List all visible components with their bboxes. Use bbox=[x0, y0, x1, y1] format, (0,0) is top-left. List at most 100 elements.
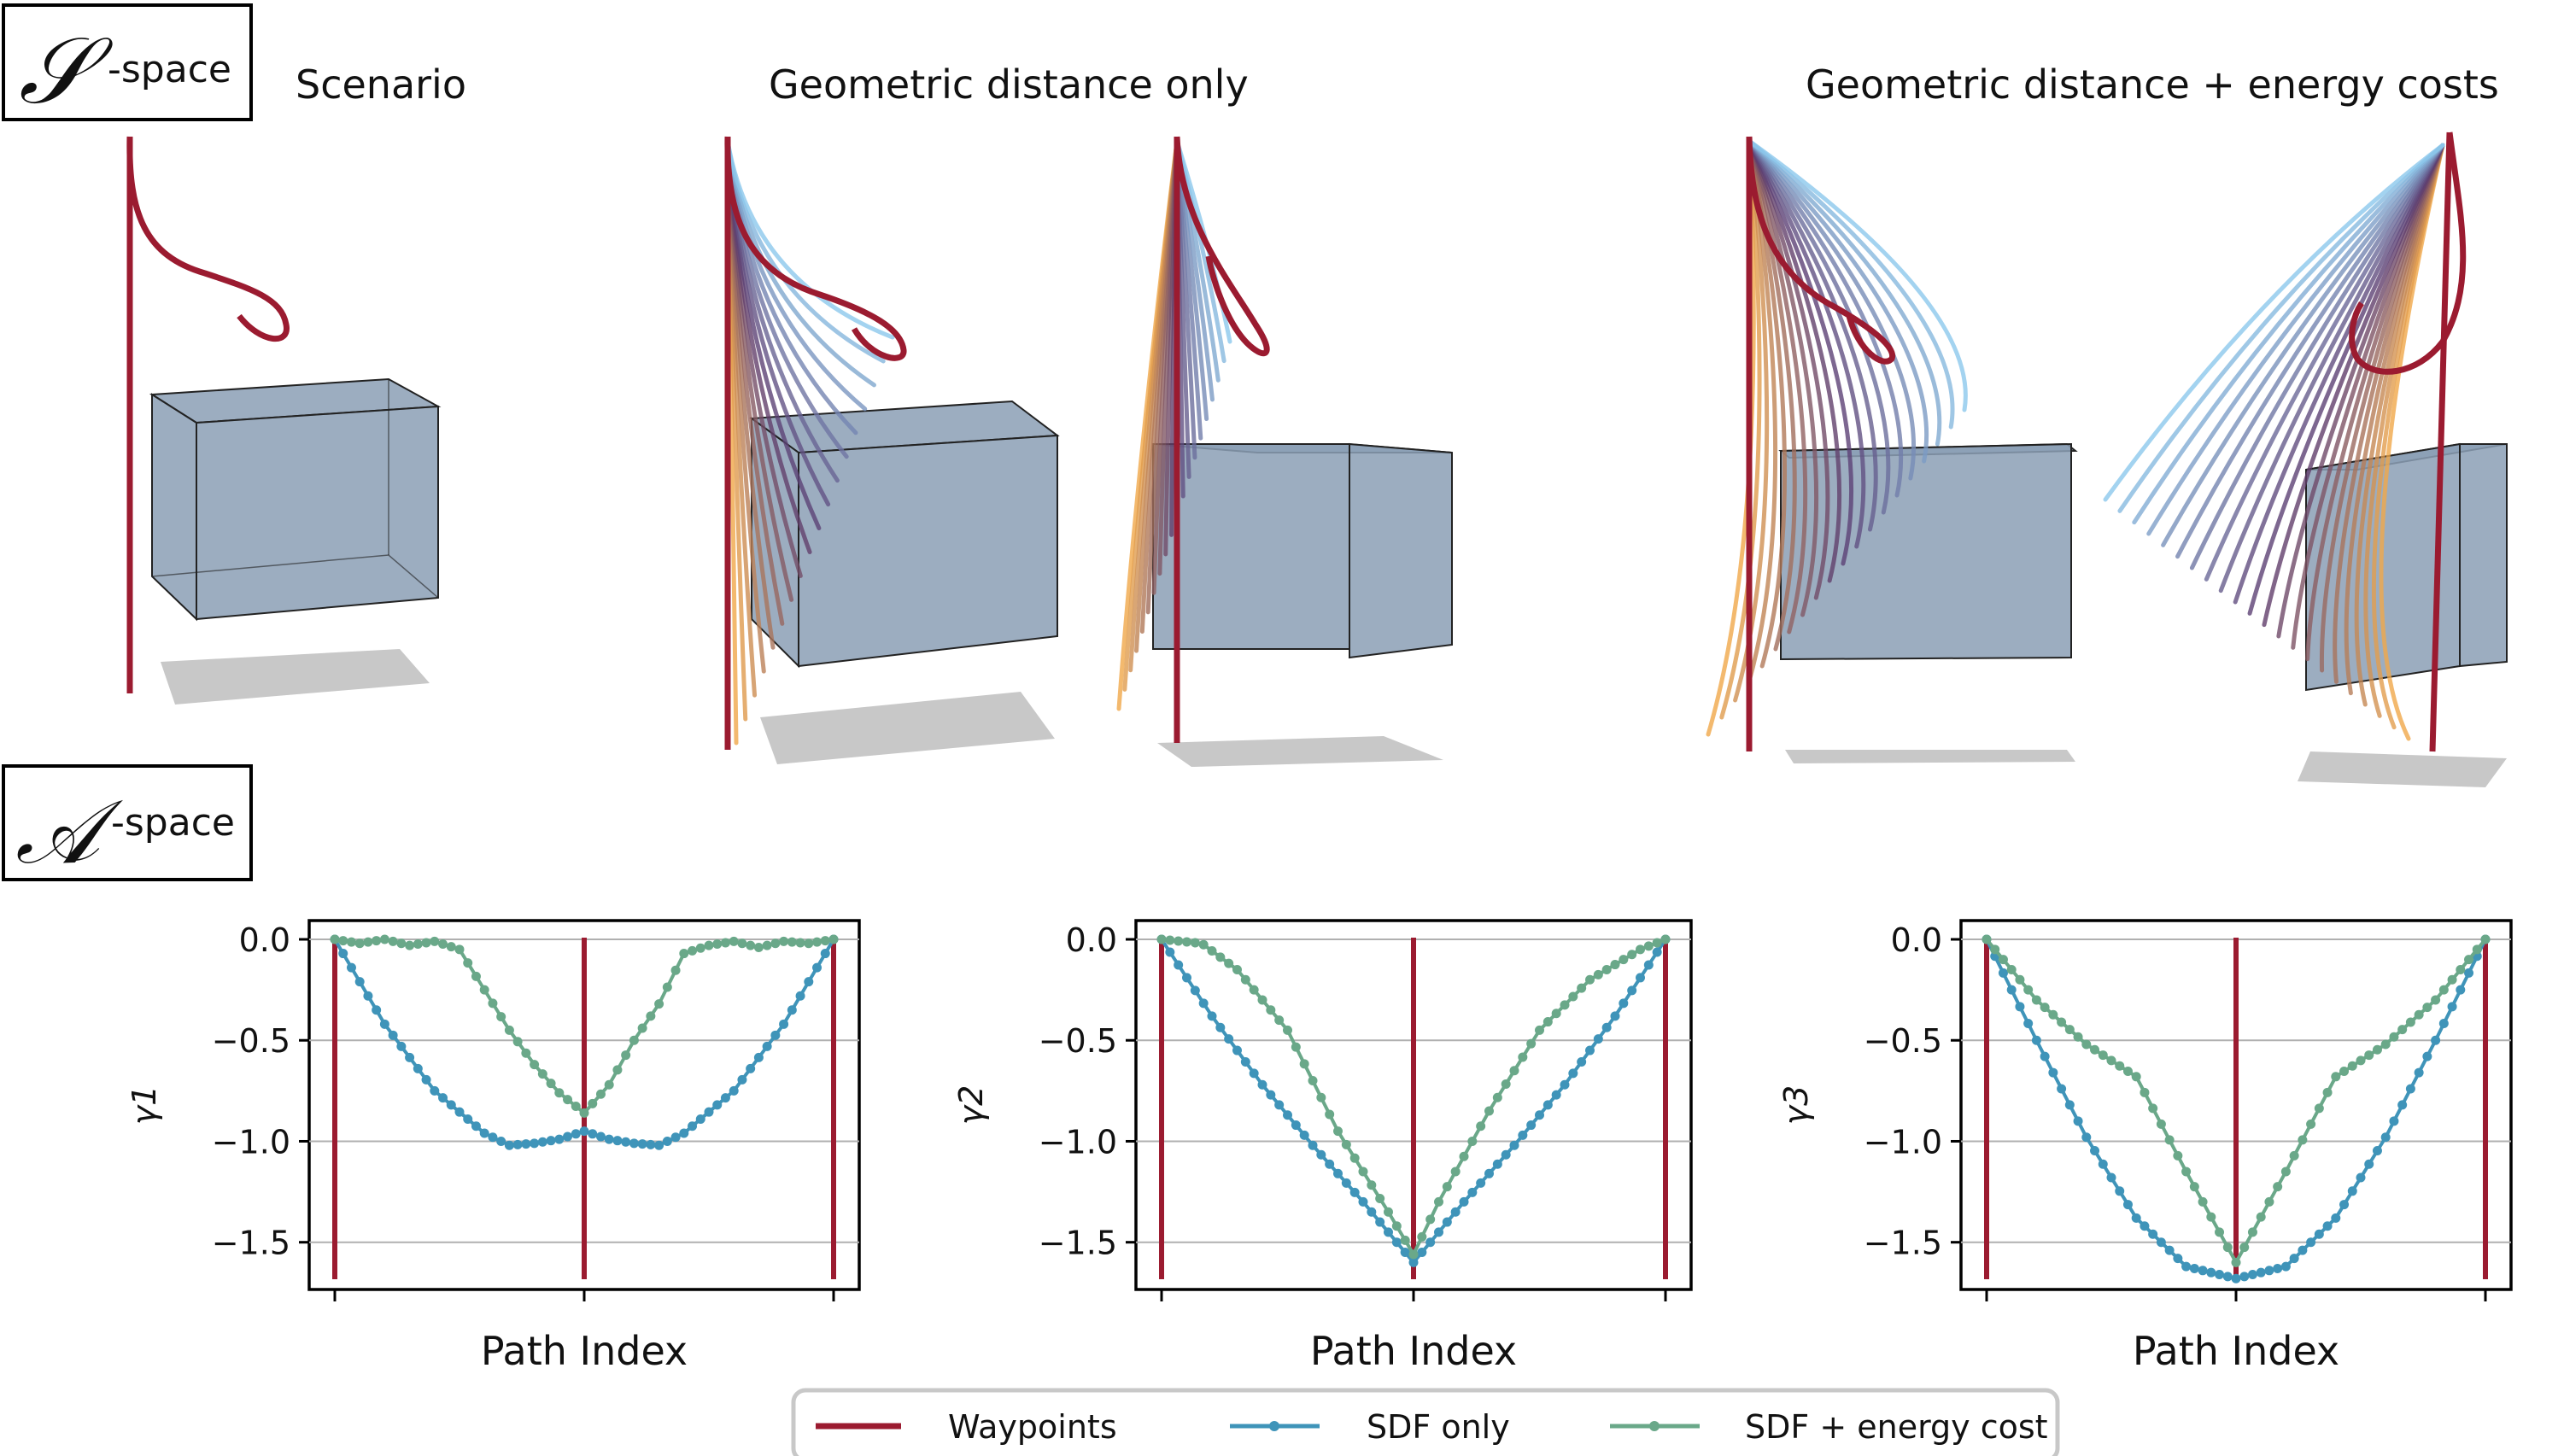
series-point bbox=[604, 1079, 614, 1090]
series-point bbox=[2405, 1017, 2415, 1027]
y-axis-label: γ1 bbox=[126, 1085, 163, 1126]
obstacle-box bbox=[196, 405, 439, 621]
series-point bbox=[1257, 995, 1267, 1005]
series-point bbox=[2364, 1050, 2374, 1061]
series-point bbox=[2431, 1035, 2441, 1045]
series-point bbox=[438, 1093, 448, 1103]
series-point bbox=[621, 1137, 631, 1147]
series-point bbox=[471, 1121, 481, 1131]
series-point bbox=[388, 936, 398, 946]
series-point bbox=[2464, 955, 2474, 965]
series-point bbox=[1391, 1221, 1402, 1231]
series-point bbox=[2131, 1213, 2141, 1223]
series-point bbox=[1434, 1196, 1443, 1207]
series-point bbox=[1174, 960, 1184, 970]
series-point bbox=[1535, 1025, 1544, 1035]
series-point bbox=[2140, 1087, 2150, 1097]
series-point bbox=[670, 1132, 681, 1143]
series-point bbox=[571, 1101, 581, 1111]
x-axis-label: Path Index bbox=[2133, 1328, 2339, 1374]
series-point bbox=[1308, 1076, 1318, 1086]
series-point bbox=[621, 1050, 631, 1061]
series-point bbox=[2215, 1270, 2225, 1280]
series-point bbox=[1568, 1068, 1578, 1079]
series-point bbox=[1165, 947, 1175, 957]
series-point bbox=[604, 1134, 614, 1144]
series-point bbox=[1266, 1005, 1276, 1015]
series-point bbox=[330, 934, 340, 944]
series-point bbox=[1224, 1034, 1234, 1044]
legend-label-waypoints: Waypoints bbox=[948, 1408, 1117, 1446]
series-point bbox=[2322, 1087, 2333, 1097]
series-point bbox=[2206, 1267, 2216, 1278]
series-point bbox=[2422, 1051, 2432, 1061]
series-point bbox=[1174, 936, 1184, 946]
series-point bbox=[2098, 1159, 2108, 1169]
series-point bbox=[1291, 1120, 1301, 1131]
legend-label-sdf-energy: SDF + energy cost bbox=[1745, 1408, 2048, 1446]
series-point bbox=[1627, 950, 1637, 960]
series-point bbox=[2397, 1025, 2408, 1035]
series-point bbox=[2239, 1272, 2250, 1282]
series-point bbox=[2438, 1019, 2449, 1029]
series-point bbox=[2215, 1227, 2225, 1237]
series-point bbox=[2247, 1227, 2257, 1237]
scene-geo-only-2 bbox=[1116, 136, 1453, 767]
series-point bbox=[2164, 1245, 2175, 1255]
series-point bbox=[2090, 1044, 2100, 1055]
y-tick-label: −0.5 bbox=[212, 1022, 290, 1060]
series-point bbox=[2264, 1266, 2274, 1276]
series-point bbox=[654, 1140, 664, 1150]
series-point bbox=[1207, 946, 1217, 956]
series-point bbox=[1156, 934, 1167, 944]
series-point bbox=[2206, 1212, 2216, 1222]
series-point bbox=[1560, 1000, 1570, 1010]
y-tick-label: 0.0 bbox=[1066, 921, 1117, 959]
series-point bbox=[554, 1088, 565, 1098]
series-point bbox=[1476, 1121, 1486, 1131]
series-point bbox=[496, 1136, 506, 1146]
series-point bbox=[1299, 1059, 1309, 1069]
series-point bbox=[1551, 1009, 1561, 1019]
series-point bbox=[2256, 1212, 2266, 1222]
series-point bbox=[704, 940, 714, 950]
scene-scenario bbox=[126, 136, 442, 705]
series-point bbox=[2306, 1237, 2316, 1248]
series-point bbox=[2306, 1119, 2316, 1129]
series-point bbox=[1643, 941, 1654, 951]
series-point bbox=[729, 936, 739, 946]
series-point bbox=[804, 977, 814, 987]
series-point bbox=[762, 940, 772, 950]
y-tick-label: −1.5 bbox=[212, 1225, 290, 1262]
series-point bbox=[1274, 1100, 1285, 1110]
series-point bbox=[2414, 1009, 2424, 1020]
series-point bbox=[396, 1041, 407, 1051]
series-point bbox=[530, 1060, 540, 1070]
series-point bbox=[1240, 1056, 1250, 1067]
series-point bbox=[2131, 1072, 2141, 1082]
series-point bbox=[804, 939, 814, 949]
series-point bbox=[1998, 955, 2008, 965]
chart-panel-3: 0.0 −0.5 −1.0 −1.5 γ3 Path Index bbox=[1777, 919, 2513, 1374]
series-point bbox=[2031, 1035, 2041, 1045]
series-point bbox=[1400, 1235, 1410, 1245]
series-point bbox=[521, 1139, 531, 1149]
series-point bbox=[629, 1138, 639, 1149]
series-point bbox=[1542, 1100, 1553, 1110]
series-point bbox=[2081, 1132, 2092, 1143]
series-point bbox=[646, 1011, 656, 1021]
series-point bbox=[1467, 1136, 1478, 1146]
series-point bbox=[363, 937, 373, 947]
series-point bbox=[512, 1037, 523, 1047]
series-point bbox=[1349, 1153, 1360, 1163]
series-point bbox=[1367, 1207, 1377, 1217]
series-point bbox=[1274, 1015, 1285, 1026]
series-point bbox=[828, 934, 839, 944]
series-point bbox=[1593, 1034, 1603, 1044]
series-point bbox=[704, 1107, 714, 1117]
series-point bbox=[746, 1063, 756, 1073]
series-point bbox=[595, 1089, 606, 1099]
series-point bbox=[2472, 944, 2482, 955]
series-point bbox=[2064, 1100, 2075, 1110]
series-point bbox=[2264, 1196, 2274, 1207]
